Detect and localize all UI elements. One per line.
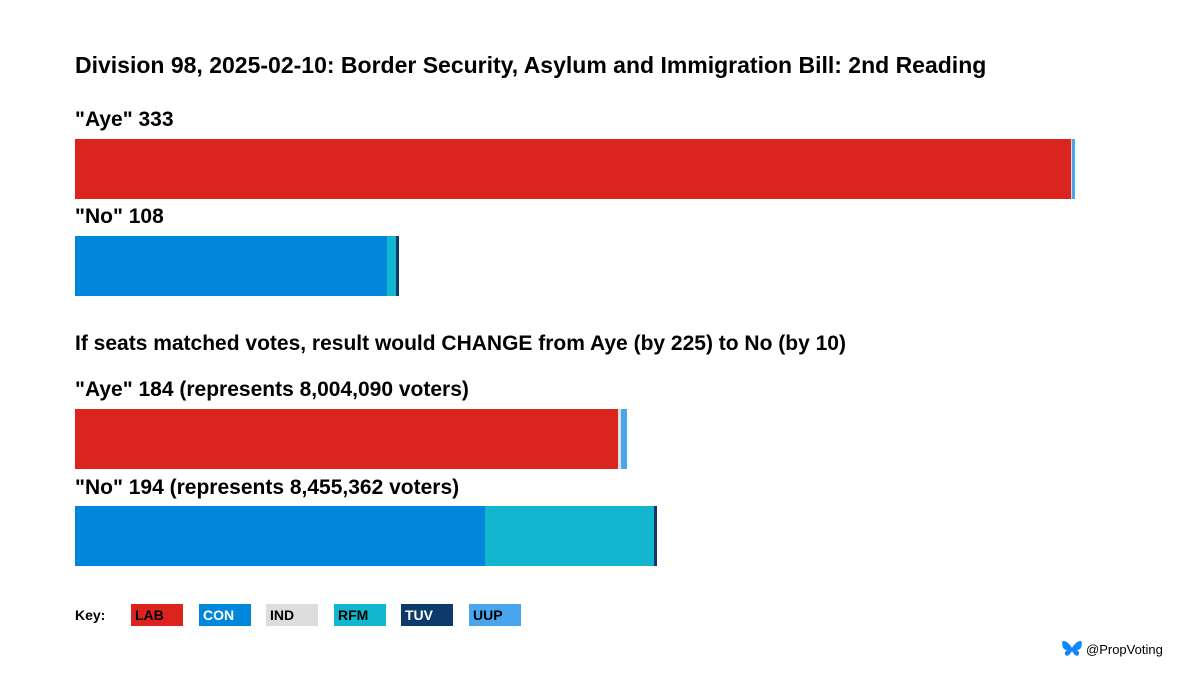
bar-segment-prop-aye-ind xyxy=(618,409,621,469)
chart-title: Division 98, 2025-02-10: Border Security… xyxy=(75,52,987,78)
bar-segment-actual-no-rfm xyxy=(387,236,396,296)
bar-label-prop-no: "No" 194 (represents 8,455,362 voters) xyxy=(75,476,460,499)
credit-handle: @PropVoting xyxy=(1086,641,1163,657)
bar-actual-aye xyxy=(75,139,1075,199)
butterfly-icon xyxy=(1062,641,1082,656)
bar-prop-aye xyxy=(75,409,627,469)
bar-segment-prop-no-rfm xyxy=(484,506,654,566)
legend-key-label: Key: xyxy=(75,607,106,623)
bar-segment-actual-no-con xyxy=(75,236,387,296)
result-headline: If seats matched votes, result would CHA… xyxy=(75,332,846,355)
legend-item-con: CON xyxy=(199,604,251,626)
bar-segment-actual-aye-uup xyxy=(1071,139,1075,199)
bar-label-actual-aye: "Aye" 333 xyxy=(75,108,174,131)
bar-actual-no xyxy=(75,236,399,296)
bar-prop-no xyxy=(75,506,657,566)
legend-item-ind: IND xyxy=(266,604,318,626)
bar-label-prop-aye: "Aye" 184 (represents 8,004,090 voters) xyxy=(75,378,469,401)
bar-segment-actual-aye-lab xyxy=(75,139,1071,199)
bar-segment-actual-no-tuv xyxy=(396,236,399,296)
bar-segment-prop-no-con xyxy=(75,506,485,566)
credit[interactable]: @PropVoting xyxy=(1062,640,1163,658)
bar-segment-actual-aye-ind xyxy=(1071,139,1073,199)
bar-segment-prop-aye-uup xyxy=(621,409,627,469)
bar-segment-prop-no-tuv xyxy=(654,506,657,566)
bar-label-actual-no: "No" 108 xyxy=(75,205,164,228)
legend-item-lab: LAB xyxy=(131,604,183,626)
legend-item-uup: UUP xyxy=(469,604,521,626)
bar-segment-prop-aye-lab xyxy=(75,409,618,469)
legend-item-tuv: TUV xyxy=(401,604,453,626)
legend-item-rfm: RFM xyxy=(334,604,386,626)
